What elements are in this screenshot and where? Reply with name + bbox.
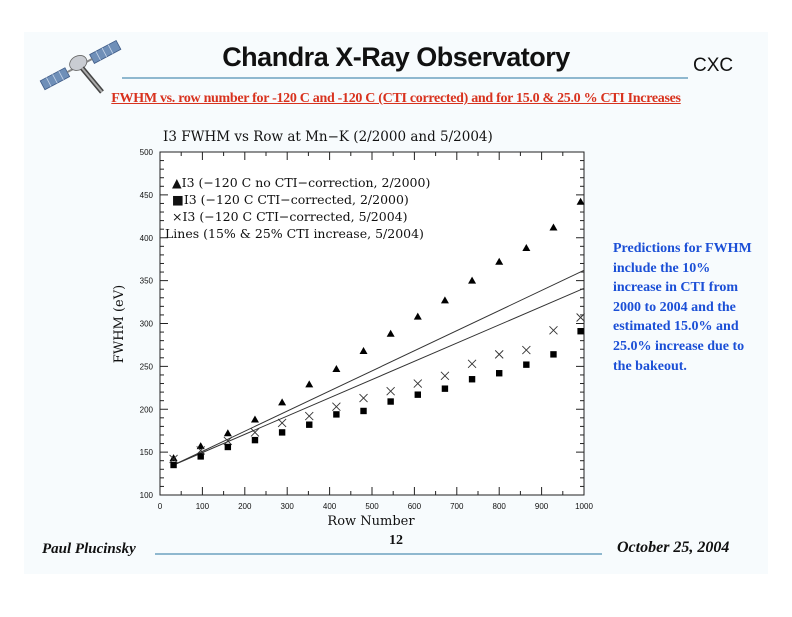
square-point [170,461,177,469]
legend-item-triangle: ▲I3 (−120 C no CTI−correction, 2/2000) [172,175,430,190]
y-tick-label: 350 [140,277,154,286]
y-tick-label: 150 [140,448,154,457]
triangle-point [359,346,368,354]
legend-item-square: ■I3 (−120 C CTI−corrected, 2/2000) [172,192,409,207]
cross-point [522,345,531,355]
x-tick-label: 900 [535,502,549,511]
legend-marker: × [172,209,182,224]
y-tick-label: 100 [140,491,154,500]
square-point [550,351,557,358]
cross-point [304,411,314,421]
cross-point [467,359,477,369]
y-axis-label: FWHM (eV) [112,285,127,363]
cross-point [277,418,287,428]
x-tick-label: 700 [450,502,464,511]
square-point [468,376,476,383]
header-divider [122,77,688,79]
triangle-point [305,380,314,388]
square-point [523,361,530,368]
y-tick-label: 450 [140,191,154,200]
x-tick-label: 100 [196,502,210,511]
page-number: 12 [389,533,403,548]
page-title: Chandra X-Ray Observatory [222,42,570,72]
square-point [278,429,286,436]
triangle-point [196,442,205,450]
y-tick-label: 250 [140,362,154,371]
legend: ▲I3 (−120 C no CTI−correction, 2/2000) ■… [165,175,430,241]
data-points [169,197,585,469]
cross-point [359,393,368,403]
triangle-point [440,296,449,304]
triangle-point [223,429,232,437]
prediction-lines [173,269,585,466]
x-tick-label: 1000 [575,502,593,511]
y-tick-label: 200 [140,405,154,414]
cross-point [549,326,558,335]
cross-point [332,402,341,411]
triangle-point [332,364,341,372]
triangle-point [576,197,585,205]
legend-marker: ■ [172,192,184,207]
square-point [251,436,259,444]
square-point [414,391,421,398]
square-point [306,421,313,428]
x-tick-label: 300 [281,502,295,511]
triangle-point [549,223,558,231]
cross-point [413,379,423,388]
triangle-point [468,276,477,284]
y-tick-label: 400 [140,234,154,243]
legend-label: I3 (−120 C CTI−corrected, 2/2000) [184,192,409,207]
legend-label: I3 (−120 C CTI−corrected, 5/2004) [182,209,407,224]
cross-point [576,313,585,322]
cross-point [169,454,178,464]
x-tick-label: 0 [158,502,163,511]
triangle-point [522,244,531,252]
footer-divider [155,553,602,555]
square-point [333,411,340,418]
x-tick-label: 500 [365,502,379,511]
x-tick-label: 200 [238,502,252,511]
legend-label: I3 (−120 C no CTI−correction, 2/2000) [182,175,431,190]
legend-item-cross: ×I3 (−120 C CTI−corrected, 5/2004) [172,209,407,224]
legend-marker: ▲ [172,175,182,190]
y-tick-label: 500 [140,148,154,157]
square-point [441,385,449,392]
author: Paul Plucinsky [42,541,136,557]
legend-label: Lines (15% & 25% CTI increase, 5/2004) [165,226,424,241]
square-point [387,398,394,405]
triangle-point [250,415,259,423]
chart-title: I3 FWHM vs Row at Mn−K (2/2000 and 5/200… [163,129,493,145]
square-point [224,443,232,451]
prediction-note: Predictions for FWHM include the 10% inc… [613,241,752,374]
cross-point [250,428,260,437]
triangle-point [495,257,504,265]
cross-point [440,371,450,381]
square-point [577,328,584,335]
y-tick-label: 300 [140,320,154,329]
triangle-point [413,312,422,320]
x-tick-label: 800 [493,502,507,511]
triangle-point [386,329,395,337]
square-point [197,453,204,460]
date: October 25, 2004 [617,539,730,556]
slide-subtitle: FWHM vs. row number for -120 C and -120 … [111,91,681,106]
triangle-point [278,398,287,406]
cross-point [223,436,233,446]
square-point [360,407,367,415]
cross-point [196,446,206,455]
org-label: CXC [693,55,734,76]
prediction-line [173,269,585,466]
legend-item-lines: Lines (15% & 25% CTI increase, 5/2004) [165,226,424,241]
cross-point [386,386,395,396]
square-point [496,370,503,377]
cross-point [494,350,504,359]
triangle-point [169,454,178,462]
x-tick-label: 600 [408,502,422,511]
prediction-line [173,287,585,466]
satellite-icon [39,39,122,94]
x-axis-label: Row Number [327,514,415,529]
x-tick-label: 400 [323,502,337,511]
